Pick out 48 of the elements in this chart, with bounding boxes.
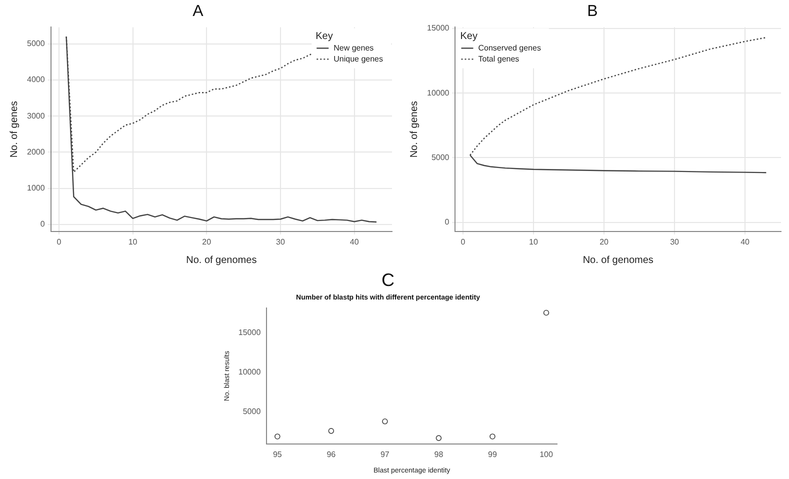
legend-title: Key [460, 30, 478, 42]
chart-title: A [192, 3, 204, 20]
x-axis-title: No. of genomes [186, 254, 257, 266]
y-tick-label: 2000 [27, 147, 46, 156]
y-tick-label: 3000 [27, 111, 46, 120]
legend-label: Unique genes [334, 54, 384, 64]
chart-title: C [382, 270, 394, 290]
x-tick-label: 99 [488, 450, 498, 460]
y-axis-title: No. of genes [408, 100, 420, 158]
x-axis-title: No. of genomes [582, 254, 654, 266]
y-tick-label: 1000 [27, 184, 46, 193]
x-tick-label: 0 [460, 237, 466, 246]
x-tick-label: 100 [540, 450, 554, 460]
x-tick-label: 10 [128, 237, 138, 246]
y-tick-label: 5000 [431, 152, 450, 162]
x-tick-label: 98 [434, 450, 444, 460]
y-tick-label: 15000 [426, 24, 450, 33]
x-tick-label: 97 [380, 450, 390, 460]
x-tick-label: 40 [740, 237, 750, 246]
x-tick-label: 30 [670, 237, 680, 246]
point [382, 418, 388, 424]
point [274, 434, 280, 440]
point [490, 434, 496, 440]
y-tick-label: 15000 [238, 328, 262, 337]
x-tick-label: 40 [350, 237, 360, 246]
x-tick-label: 30 [276, 237, 286, 246]
x-tick-label: 20 [202, 237, 212, 246]
x-tick-label: 20 [600, 237, 610, 246]
y-tick-label: 0 [40, 220, 46, 229]
y-tick-label: 5000 [27, 39, 46, 48]
point [543, 310, 550, 316]
legend-label: New genes [334, 43, 374, 52]
y-axis-title: No. of genes [8, 100, 20, 158]
legend-title: Key [316, 30, 333, 42]
y-tick-label: 5000 [242, 407, 262, 416]
legend-label: Conserved genes [478, 43, 541, 52]
x-tick-label: 95 [272, 450, 282, 460]
y-tick-label: 10000 [426, 88, 450, 98]
y-tick-label: 0 [444, 218, 450, 227]
x-tick-label: 10 [529, 237, 539, 246]
x-tick-label: 0 [56, 237, 62, 246]
x-tick-label: 96 [326, 450, 336, 460]
point [436, 435, 442, 441]
legend-label: Total genes [478, 54, 520, 64]
y-tick-label: 4000 [27, 75, 46, 84]
chart-title: B [587, 3, 598, 20]
point [328, 428, 334, 434]
y-tick-label: 10000 [238, 367, 262, 376]
